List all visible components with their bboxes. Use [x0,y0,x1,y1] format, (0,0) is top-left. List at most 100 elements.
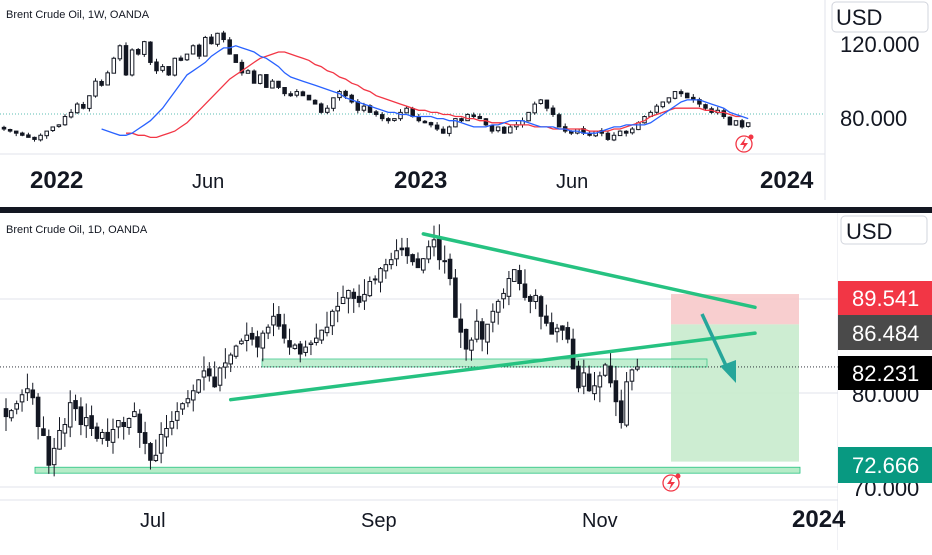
candle-body-up [270,80,275,89]
candle [485,323,490,355]
candle [308,340,314,356]
candle-body-up [93,80,98,97]
candle-body-up [100,431,105,439]
candle [164,414,169,447]
candle [35,393,41,440]
candle [19,389,25,412]
candle [178,55,184,62]
weekly-flash-icon[interactable] [735,134,754,153]
daily-trendlines[interactable] [228,232,757,402]
candle-body-down [123,45,129,76]
candle-body-down [586,373,592,392]
candle-body-up [174,411,180,421]
candle [560,325,565,341]
candle [20,131,25,137]
candle-body-up [554,327,560,333]
candle-body-down [684,92,690,99]
candle [116,419,121,439]
candle [528,294,533,314]
candle-body-down [458,318,464,333]
candle [1,125,7,131]
candle-body-down [544,99,550,109]
candle [217,367,223,392]
candle-body-down [434,124,440,130]
daily-y-axis[interactable]: USD 80.000 70.000 89.541 86.484 82.231 7… [838,213,932,550]
candle [383,258,389,279]
candle-body-down [544,315,549,324]
candle-body-down [410,108,415,118]
candle [617,130,623,137]
daily-currency-button[interactable] [840,215,928,245]
candle [83,403,89,438]
candle-body-down [20,132,25,136]
candle [288,91,293,97]
daily-pane[interactable]: Brent Crude Oil, 1D, OANDA [0,213,838,500]
candle [613,365,619,417]
candle-body-up [426,246,431,260]
candle [442,245,447,274]
support-trendline[interactable] [228,331,757,402]
candle-body-up [239,340,244,345]
candle [635,358,640,372]
weekly-pane[interactable]: Brent Crude Oil, 1W, OANDA [0,0,825,154]
candle-body-up [25,388,30,394]
candle-body-up [169,421,175,429]
candle [367,276,373,298]
candle [550,105,556,117]
candle-body-up [325,107,330,113]
weekly-y-axis[interactable]: USD 120.000 80.000 [831,1,929,131]
take-profit-zone[interactable] [671,324,799,462]
candle-body-down [479,321,485,340]
candle-body-up [666,97,672,103]
stop-loss-zone[interactable] [671,294,799,325]
candle-body-down [727,116,733,126]
candle [459,117,464,123]
candle [137,409,143,448]
candle-body-down [522,283,528,298]
weekly-chart-title: Brent Crude Oil, 1W, OANDA [6,9,150,21]
weekly-plot-area[interactable] [0,0,825,154]
candle-body-up [9,410,14,419]
pane-separator[interactable] [0,207,932,213]
candle [62,114,68,126]
candle-body-up [367,281,373,297]
candle [78,397,84,436]
candle [239,59,245,76]
candle-body-down [142,432,148,444]
candle-body-up [485,323,490,343]
support-zone-low[interactable] [34,466,801,474]
daily-x-axis[interactable]: Jul Sep Nov 2024 [140,506,846,533]
candle-body-up [447,126,452,134]
candle-body-down [7,129,13,132]
candle-body-down [276,313,282,327]
weekly-x-tick-jun-2023: Jun [556,171,588,193]
candle [511,269,517,282]
candle [437,224,442,270]
weekly-currency-button[interactable] [831,1,929,33]
resistance-trendline[interactable] [421,232,757,310]
candle [549,312,555,335]
candle [532,101,537,115]
candle-body-up [495,300,501,313]
weekly-y-tick-80: 80.000 [840,106,907,131]
candle [379,112,385,122]
candle-body-down [399,247,405,251]
candle [629,368,635,391]
down-arrow-icon[interactable] [700,313,736,383]
candle-body-up [617,130,623,137]
candle-body-up [201,370,207,378]
lightning-glyph [667,476,675,490]
candle [233,344,239,359]
daily-flash-icon[interactable] [662,473,681,492]
candle [526,111,531,122]
candle [223,348,228,379]
candle-body-down [264,74,269,88]
candle-body-down [549,322,555,335]
weekly-y-tick-120: 120.000 [840,32,920,57]
candle-body-down [121,421,127,428]
candle-body-up [265,326,271,334]
candle [160,64,165,73]
candle [239,338,244,345]
candle [351,288,357,313]
weekly-x-axis[interactable]: 2022 Jun 2023 Jun 2024 [30,167,814,194]
